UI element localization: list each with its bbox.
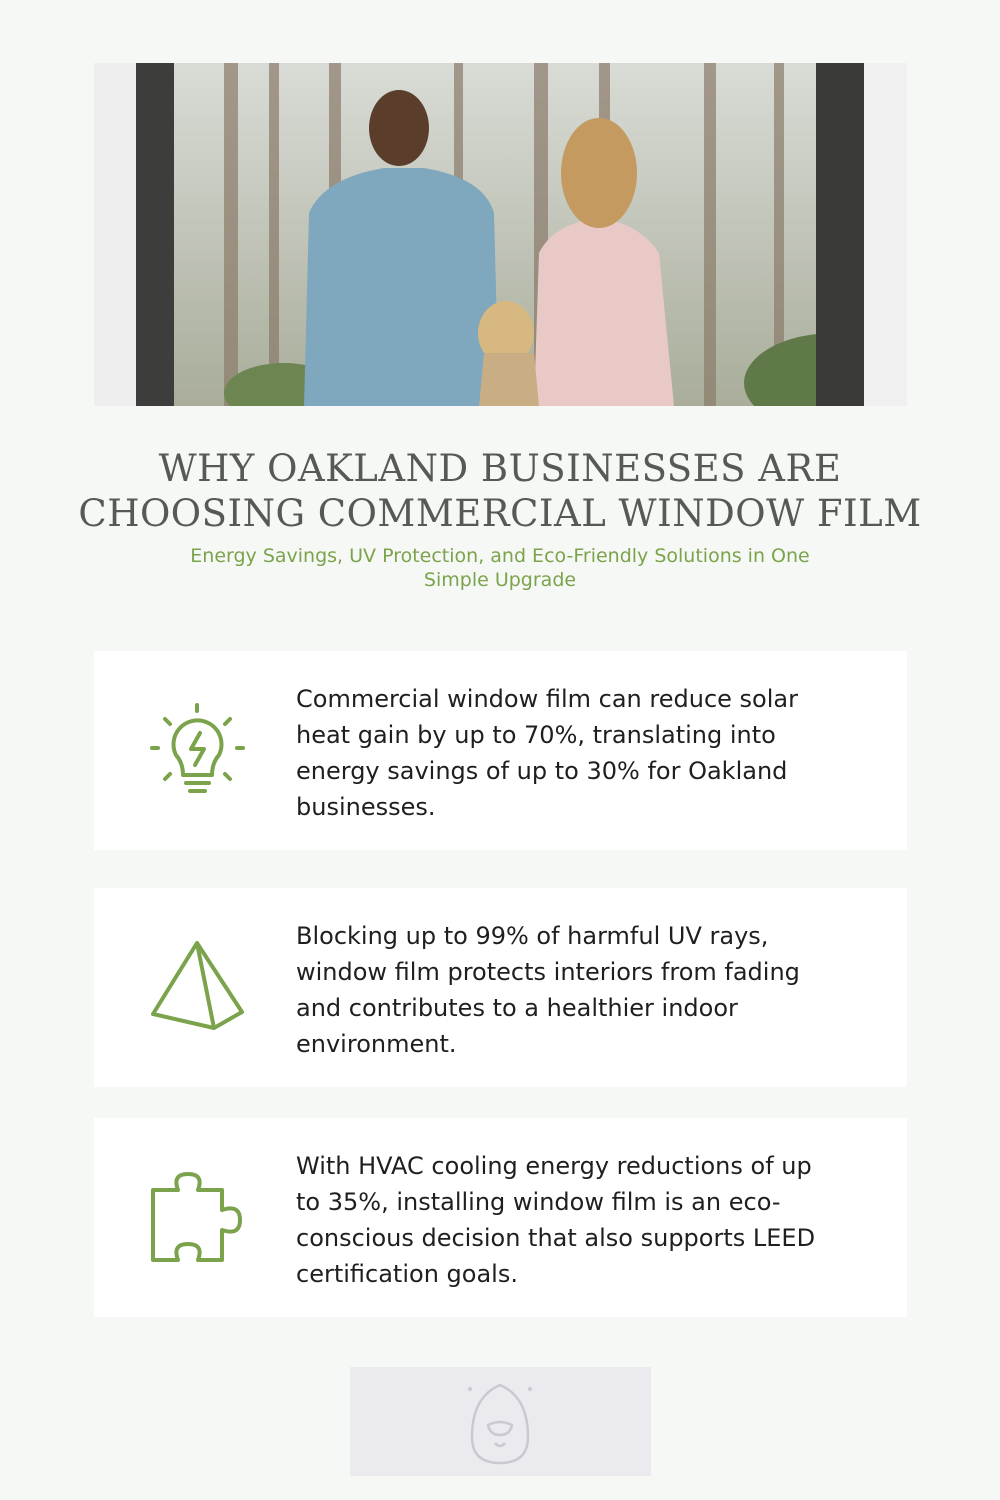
feature-card: With HVAC cooling energy reductions of u… — [94, 1118, 907, 1317]
card-text: With HVAC cooling energy reductions of u… — [296, 1152, 816, 1288]
card-text: Commercial window film can reduce solar … — [296, 685, 798, 821]
subtitle: Energy Savings, UV Protection, and Eco-F… — [190, 545, 810, 591]
title: WHY OAKLAND BUSINESSES ARE CHOOSING COMM… — [78, 447, 922, 535]
logo-icon — [468, 1383, 532, 1465]
logo-placeholder — [350, 1367, 651, 1476]
bulb-icon — [150, 703, 245, 793]
hero-photo — [94, 63, 907, 406]
feature-card: Commercial window film can reduce solar … — [94, 651, 907, 850]
puzzle-icon — [151, 1172, 242, 1262]
card-text: Blocking up to 99% of harmful UV rays, w… — [296, 922, 800, 1058]
feature-card: Blocking up to 99% of harmful UV rays, w… — [94, 888, 907, 1087]
pyramid-icon — [151, 941, 244, 1030]
